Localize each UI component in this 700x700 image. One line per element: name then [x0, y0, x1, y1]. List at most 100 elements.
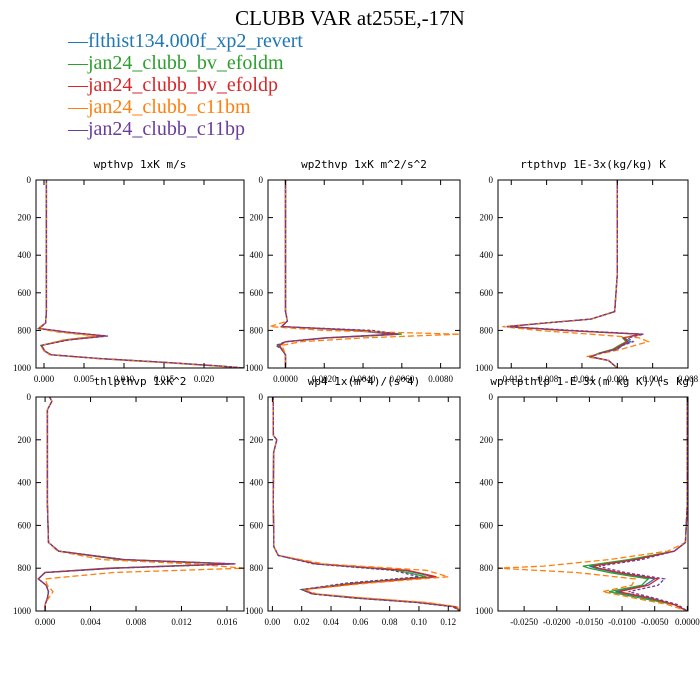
y-tick-label: 600 [250, 288, 264, 298]
x-tick-label: 0.008 [126, 617, 147, 627]
legend-label: flthist134.000f_xp2_revert [88, 30, 303, 52]
legend-label: jan24_clubb_c11bp [88, 118, 246, 140]
x-tick-label: -0.0150 [576, 617, 604, 627]
series-line [502, 180, 651, 368]
y-tick-label: 200 [250, 435, 264, 445]
y-tick-label: 800 [18, 325, 32, 335]
series-line [272, 397, 460, 611]
plot-frame [267, 179, 461, 369]
series-line [506, 180, 640, 368]
x-tick-label: -0.0050 [641, 617, 669, 627]
y-tick-label: 1000 [245, 363, 264, 373]
y-tick-label: 200 [480, 435, 494, 445]
series-line [592, 397, 688, 611]
series-line [44, 397, 244, 611]
legend-swatch: — [68, 52, 88, 74]
legend-item: —jan24_clubb_c11bp [68, 118, 303, 140]
y-tick-label: 600 [250, 520, 264, 530]
series-line [272, 397, 460, 611]
x-tick-label: 0.08 [382, 617, 398, 627]
series-line [506, 180, 641, 368]
x-tick-label: 0.0040 [351, 374, 376, 384]
x-tick-label: 0.016 [217, 617, 238, 627]
x-tick-label: 0.0020 [312, 374, 337, 384]
x-tick-label: 0.004 [80, 617, 101, 627]
y-tick-label: 600 [480, 288, 494, 298]
y-tick-label: 400 [480, 478, 494, 488]
y-tick-label: 1000 [13, 606, 32, 616]
x-tick-label: 0.010 [114, 374, 135, 384]
legend-item: —jan24_clubb_c11bm [68, 96, 303, 118]
y-tick-label: 1000 [475, 363, 494, 373]
x-tick-label: 0.00 [265, 617, 281, 627]
y-tick-label: 400 [250, 250, 264, 260]
series-line [278, 180, 393, 368]
y-tick-label: 600 [480, 520, 494, 530]
panel-title: wp4 1x(m^4)/(s^4) [308, 375, 421, 388]
x-tick-label: -0.0100 [608, 617, 636, 627]
legend-item: —jan24_clubb_bv_efoldm [68, 52, 303, 74]
plot-panel: rtpthvp 1E-3x(kg/kg) K02004006008001000-… [475, 158, 699, 384]
y-tick-label: 1000 [245, 606, 264, 616]
legend-swatch: — [68, 30, 88, 52]
y-tick-label: 400 [18, 478, 32, 488]
y-tick-label: 0 [259, 175, 264, 185]
x-tick-label: 0.0000 [273, 374, 298, 384]
x-tick-label: -0.008 [535, 374, 559, 384]
series-group [498, 397, 688, 611]
panel-title: wp2thvp 1xK m^2/s^2 [301, 158, 427, 171]
legend-item: —jan24_clubb_bv_efoldp [68, 74, 303, 96]
x-tick-label: 0.004 [643, 374, 664, 384]
series-line [37, 397, 234, 611]
x-tick-label: 0.02 [294, 617, 310, 627]
x-tick-label: -0.004 [570, 374, 594, 384]
series-line [506, 180, 643, 368]
series-group [502, 180, 651, 368]
series-line [274, 180, 398, 368]
y-tick-label: 200 [18, 213, 32, 223]
legend-label: jan24_clubb_c11bm [88, 96, 251, 118]
panel-title: wpthvp 1xK m/s [94, 158, 187, 171]
series-line [272, 397, 460, 611]
series-group [37, 397, 244, 611]
legend-swatch: — [68, 96, 88, 118]
x-tick-label: 0.015 [154, 374, 175, 384]
y-tick-label: 0 [27, 175, 32, 185]
x-tick-label: -0.012 [500, 374, 523, 384]
y-tick-label: 800 [480, 325, 494, 335]
y-tick-label: 400 [480, 250, 494, 260]
legend-swatch: — [68, 118, 88, 140]
series-line [37, 397, 233, 611]
y-tick-label: 600 [18, 288, 32, 298]
x-tick-label: 0.06 [352, 617, 368, 627]
legend-swatch: — [68, 74, 88, 96]
y-tick-label: 800 [480, 563, 494, 573]
x-tick-label: 0.000 [607, 374, 628, 384]
series-line [37, 180, 244, 368]
y-tick-label: 0 [489, 175, 494, 185]
x-tick-label: 0.04 [323, 617, 339, 627]
plot-frame [35, 179, 245, 369]
series-line [272, 397, 460, 611]
series-line [506, 180, 644, 368]
x-tick-label: 0.005 [74, 374, 95, 384]
plot-frame [497, 396, 689, 612]
y-tick-label: 0 [259, 392, 264, 402]
x-tick-label: 0.020 [194, 374, 215, 384]
y-tick-label: 0 [27, 392, 32, 402]
y-tick-label: 200 [250, 213, 264, 223]
legend: —flthist134.000f_xp2_revert —jan24_clubb_… [68, 30, 303, 140]
x-tick-label: 0.000 [34, 374, 55, 384]
series-line [37, 397, 228, 611]
legend-label: jan24_clubb_bv_efoldm [88, 52, 284, 74]
series-group [272, 397, 460, 611]
y-tick-label: 800 [18, 563, 32, 573]
series-line [37, 397, 237, 611]
series-line [37, 180, 244, 368]
series-group [36, 180, 244, 368]
y-tick-label: 400 [18, 250, 32, 260]
x-tick-label: 0.0080 [428, 374, 453, 384]
